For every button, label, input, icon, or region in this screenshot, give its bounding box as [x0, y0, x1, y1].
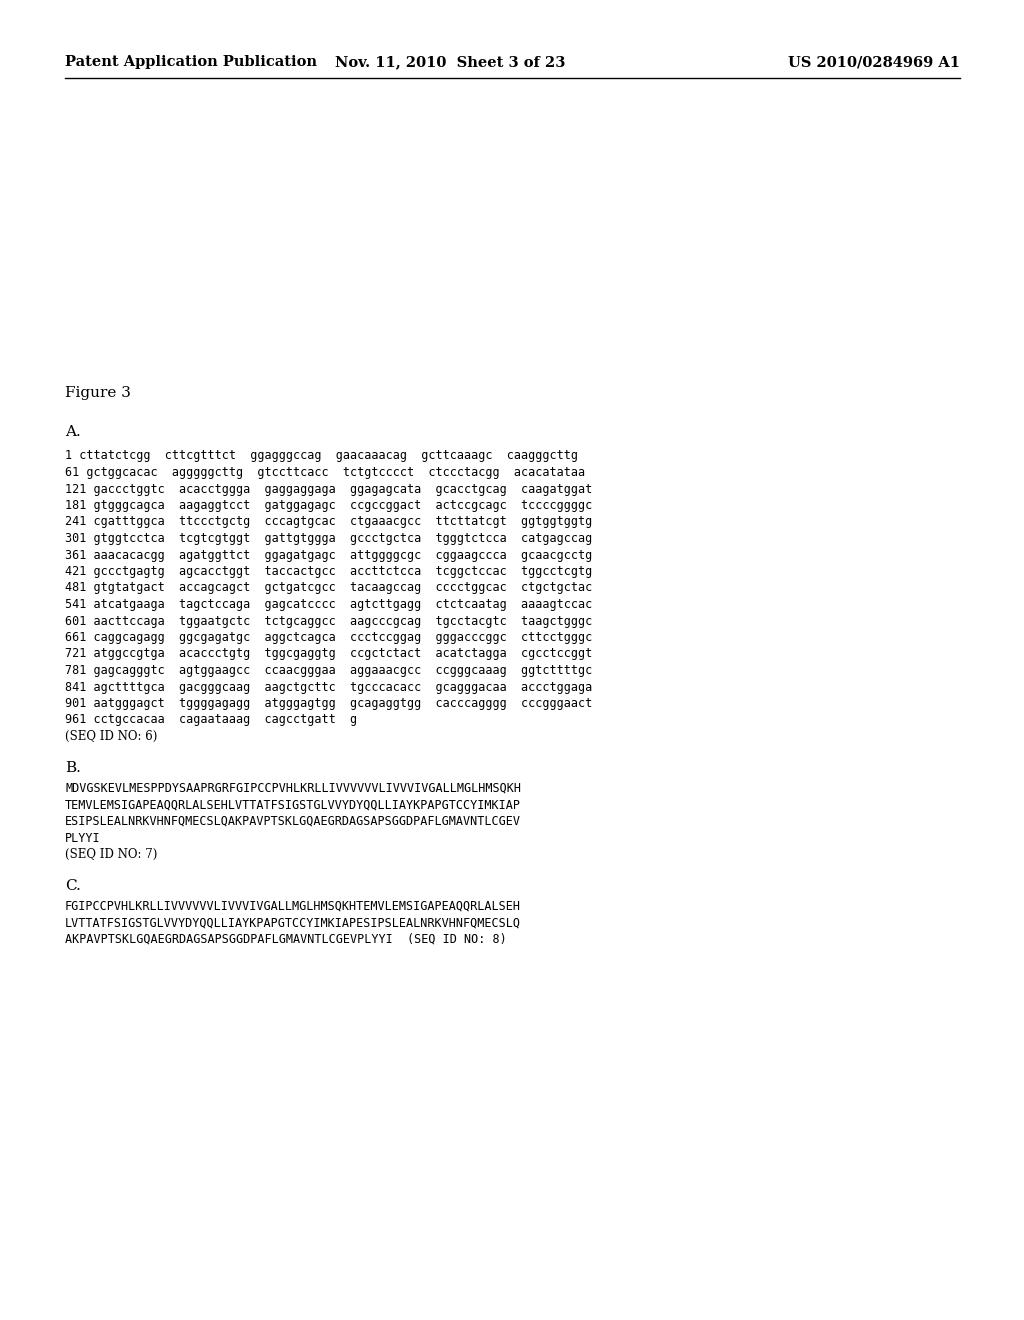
Text: 421 gccctgagtg  agcacctggt  taccactgcc  accttctcca  tcggctccac  tggcctcgtg: 421 gccctgagtg agcacctggt taccactgcc acc…: [65, 565, 592, 578]
Text: 481 gtgtatgact  accagcagct  gctgatcgcc  tacaagccag  cccctggcac  ctgctgctac: 481 gtgtatgact accagcagct gctgatcgcc tac…: [65, 582, 592, 594]
Text: AKPAVPTSKLGQAEGRDAGSAPSGGDPAFLGMAVNTLCGEVPLYYI  (SEQ ID NO: 8): AKPAVPTSKLGQAEGRDAGSAPSGGDPAFLGMAVNTLCGE…: [65, 933, 507, 946]
Text: TEMVLEMSIGAPEAQQRLALSEHLVTTATFSIGSTGLVVYDYQQLLIAYKPAPGTCCYIMKIAP: TEMVLEMSIGAPEAQQRLALSEHLVTTATFSIGSTGLVVY…: [65, 799, 521, 812]
Text: 301 gtggtcctca  tcgtcgtggt  gattgtggga  gccctgctca  tgggtctcca  catgagccag: 301 gtggtcctca tcgtcgtggt gattgtggga gcc…: [65, 532, 592, 545]
Text: US 2010/0284969 A1: US 2010/0284969 A1: [788, 55, 961, 69]
Text: 121 gaccctggtc  acacctggga  gaggaggaga  ggagagcata  gcacctgcag  caagatggat: 121 gaccctggtc acacctggga gaggaggaga gga…: [65, 483, 592, 495]
Text: A.: A.: [65, 425, 81, 440]
Text: 181 gtgggcagca  aagaggtcct  gatggagagc  ccgccggact  actccgcagc  tccccggggc: 181 gtgggcagca aagaggtcct gatggagagc ccg…: [65, 499, 592, 512]
Text: Nov. 11, 2010  Sheet 3 of 23: Nov. 11, 2010 Sheet 3 of 23: [335, 55, 565, 69]
Text: B.: B.: [65, 762, 81, 776]
Text: 61 gctggcacac  agggggcttg  gtccttcacc  tctgtcccct  ctccctacgg  acacatataa: 61 gctggcacac agggggcttg gtccttcacc tctg…: [65, 466, 585, 479]
Text: LVTTATFSIGSTGLVVYDYQQLLIAYKPAPGTCCYIMKIAPESIPSLEALNRKVHNFQMECSLQ: LVTTATFSIGSTGLVVYDYQQLLIAYKPAPGTCCYIMKIA…: [65, 916, 521, 929]
Text: 901 aatgggagct  tggggagagg  atgggagtgg  gcagaggtgg  cacccagggg  cccgggaact: 901 aatgggagct tggggagagg atgggagtgg gca…: [65, 697, 592, 710]
Text: 1 cttatctcgg  cttcgtttct  ggagggccag  gaacaaacag  gcttcaaagc  caagggcttg: 1 cttatctcgg cttcgtttct ggagggccag gaaca…: [65, 450, 578, 462]
Text: 961 cctgccacaa  cagaataaag  cagcctgatt  g: 961 cctgccacaa cagaataaag cagcctgatt g: [65, 714, 357, 726]
Text: 781 gagcagggtc  agtggaagcc  ccaacgggaa  aggaaacgcc  ccgggcaaag  ggtcttttgc: 781 gagcagggtc agtggaagcc ccaacgggaa agg…: [65, 664, 592, 677]
Text: (SEQ ID NO: 6): (SEQ ID NO: 6): [65, 730, 158, 743]
Text: 541 atcatgaaga  tagctccaga  gagcatcccc  agtcttgagg  ctctcaatag  aaaagtccac: 541 atcatgaaga tagctccaga gagcatcccc agt…: [65, 598, 592, 611]
Text: 601 aacttccaga  tggaatgctc  tctgcaggcc  aagcccgcag  tgcctacgtc  taagctgggc: 601 aacttccaga tggaatgctc tctgcaggcc aag…: [65, 615, 592, 627]
Text: Patent Application Publication: Patent Application Publication: [65, 55, 317, 69]
Text: (SEQ ID NO: 7): (SEQ ID NO: 7): [65, 847, 158, 861]
Text: PLYYI: PLYYI: [65, 832, 100, 845]
Text: 361 aaacacacgg  agatggttct  ggagatgagc  attggggcgc  cggaagccca  gcaacgcctg: 361 aaacacacgg agatggttct ggagatgagc att…: [65, 549, 592, 561]
Text: 721 atggccgtga  acaccctgtg  tggcgaggtg  ccgctctact  acatctagga  cgcctccggt: 721 atggccgtga acaccctgtg tggcgaggtg ccg…: [65, 648, 592, 660]
Text: 661 caggcagagg  ggcgagatgc  aggctcagca  ccctccggag  gggacccggc  cttcctgggc: 661 caggcagagg ggcgagatgc aggctcagca ccc…: [65, 631, 592, 644]
Text: 841 agcttttgca  gacgggcaag  aagctgcttc  tgcccacacc  gcagggacaa  accctggaga: 841 agcttttgca gacgggcaag aagctgcttc tgc…: [65, 681, 592, 693]
Text: ESIPSLEALNRKVHNFQMECSLQAKPAVPTSKLGQAEGRDAGSAPSGGDPAFLGMAVNTLCGEV: ESIPSLEALNRKVHNFQMECSLQAKPAVPTSKLGQAEGRD…: [65, 814, 521, 828]
Text: MDVGSKEVLMESPPDYSAAPRGRFGIPCCPVHLKRLLIVVVVVVLIVVVIVGALLMGLHMSQKH: MDVGSKEVLMESPPDYSAAPRGRFGIPCCPVHLKRLLIVV…: [65, 781, 521, 795]
Text: FGIPCCPVHLKRLLIVVVVVVLIVVVIVGALLMGLHMSQKHTEMVLEMSIGAPEAQQRLALSEH: FGIPCCPVHLKRLLIVVVVVVLIVVVIVGALLMGLHMSQK…: [65, 900, 521, 913]
Text: Figure 3: Figure 3: [65, 385, 131, 400]
Text: 241 cgatttggca  ttccctgctg  cccagtgcac  ctgaaacgcc  ttcttatcgt  ggtggtggtg: 241 cgatttggca ttccctgctg cccagtgcac ctg…: [65, 516, 592, 528]
Text: C.: C.: [65, 879, 81, 894]
